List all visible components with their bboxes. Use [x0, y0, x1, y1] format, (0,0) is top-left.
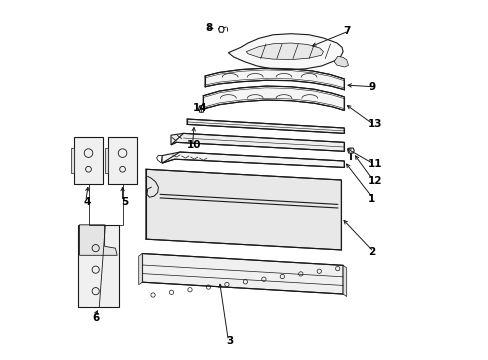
- Polygon shape: [70, 148, 74, 173]
- Polygon shape: [156, 155, 162, 163]
- Polygon shape: [104, 148, 108, 173]
- Polygon shape: [228, 34, 343, 69]
- Polygon shape: [145, 169, 341, 250]
- Polygon shape: [108, 137, 137, 184]
- Polygon shape: [343, 265, 346, 297]
- Polygon shape: [347, 148, 353, 153]
- Polygon shape: [198, 106, 204, 112]
- Polygon shape: [139, 253, 142, 285]
- Text: 9: 9: [367, 82, 375, 92]
- Polygon shape: [203, 86, 344, 111]
- Text: 2: 2: [367, 247, 375, 257]
- Polygon shape: [218, 27, 224, 32]
- Polygon shape: [187, 119, 344, 134]
- Polygon shape: [204, 68, 344, 90]
- Text: 8: 8: [204, 23, 212, 33]
- Text: 7: 7: [343, 26, 350, 36]
- Text: 14: 14: [192, 103, 207, 113]
- Text: 10: 10: [187, 140, 201, 150]
- Text: 12: 12: [367, 176, 382, 186]
- Polygon shape: [246, 43, 323, 59]
- Text: 4: 4: [83, 197, 91, 207]
- Polygon shape: [142, 253, 343, 294]
- Polygon shape: [74, 137, 102, 184]
- Polygon shape: [162, 152, 344, 167]
- Polygon shape: [80, 225, 117, 255]
- Text: 11: 11: [367, 159, 382, 169]
- Text: 5: 5: [121, 197, 128, 207]
- Text: 6: 6: [92, 313, 99, 323]
- Text: 3: 3: [226, 336, 233, 346]
- Text: 13: 13: [367, 120, 382, 129]
- Text: 1: 1: [367, 194, 375, 204]
- Polygon shape: [78, 225, 119, 307]
- Polygon shape: [171, 134, 344, 151]
- Polygon shape: [333, 56, 348, 67]
